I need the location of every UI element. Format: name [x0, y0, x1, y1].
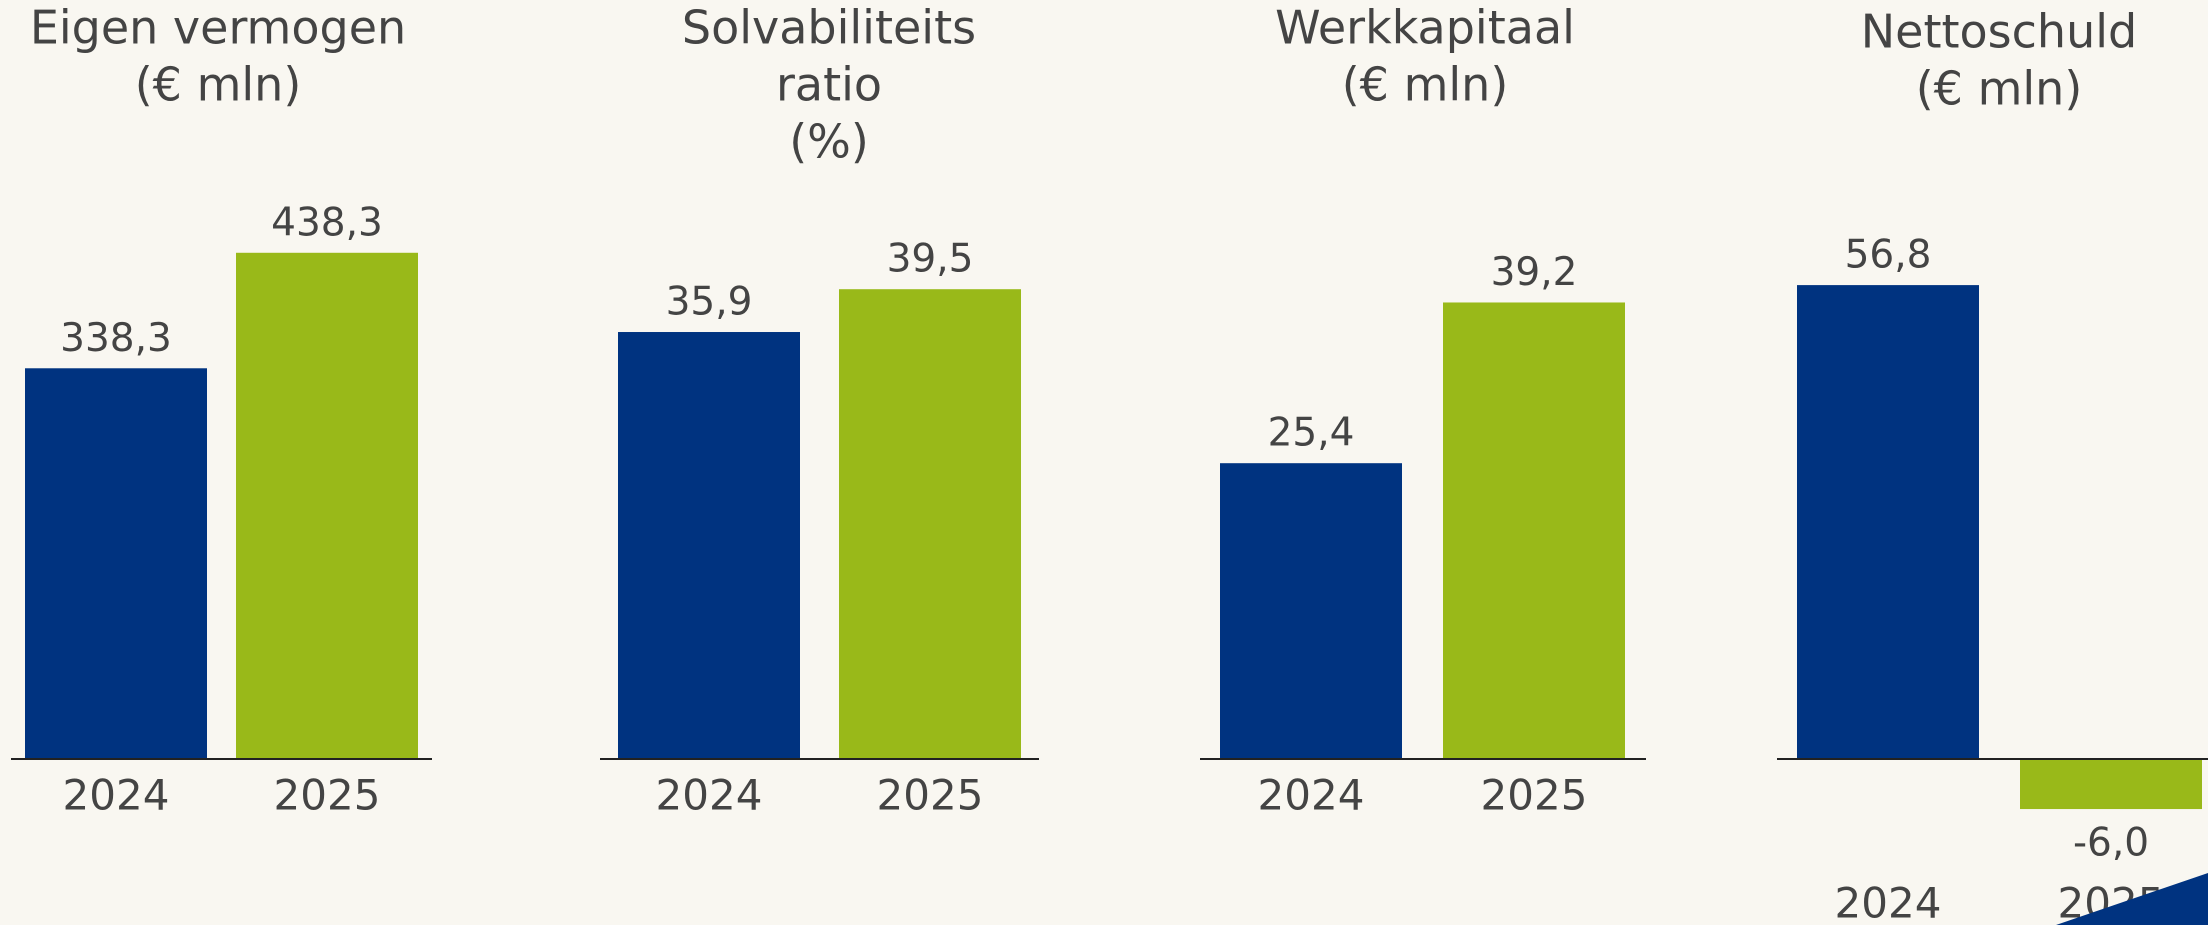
x-tick-label: 2025 [274, 771, 381, 820]
bar [236, 252, 418, 759]
x-tick-label: 2025 [1481, 771, 1588, 820]
x-tick-label: 2024 [1258, 771, 1365, 820]
chart-title: Solvabiliteits [682, 1, 976, 55]
value-label: -6,0 [2073, 821, 2149, 866]
x-tick-label: 2024 [63, 771, 170, 820]
bar [25, 368, 207, 759]
chart-title: Werkkapitaal [1275, 1, 1575, 55]
x-tick-label: 2024 [656, 771, 763, 820]
x-tick-label: 2025 [877, 771, 984, 820]
value-label: 35,9 [666, 280, 753, 325]
chart-title: Nettoschuld [1861, 5, 2137, 59]
value-label: 39,2 [1491, 250, 1578, 295]
chart-title: (€ mln) [1342, 58, 1509, 112]
value-label: 56,8 [1845, 233, 1932, 278]
chart-title: (€ mln) [1916, 62, 2083, 116]
chart-title: (€ mln) [135, 58, 302, 112]
value-label: 39,5 [887, 237, 974, 282]
value-label: 438,3 [271, 200, 383, 245]
bar [618, 332, 800, 759]
bar [1443, 302, 1625, 759]
x-tick-label: 2024 [1835, 879, 1942, 925]
bar [839, 289, 1021, 759]
value-label: 338,3 [60, 316, 172, 361]
chart-title: ratio [776, 58, 882, 112]
bar [1797, 285, 1979, 759]
chart-title: Eigen vermogen [30, 1, 406, 55]
decoration [2056, 873, 2208, 925]
chart-title: (%) [789, 115, 869, 169]
bar [2020, 759, 2202, 810]
bar [1220, 463, 1402, 759]
value-label: 25,4 [1268, 411, 1355, 456]
